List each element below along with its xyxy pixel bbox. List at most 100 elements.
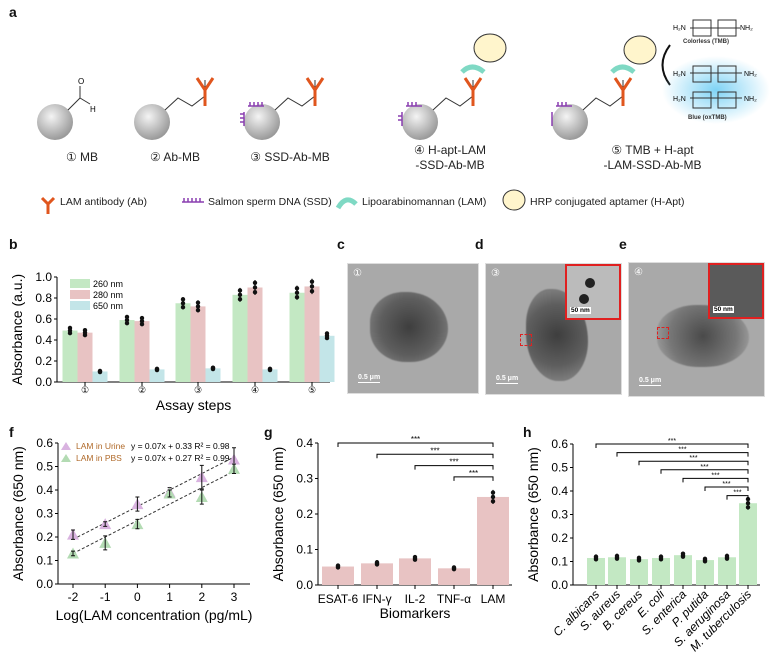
data-point <box>252 280 258 285</box>
data-point <box>636 555 642 561</box>
tem-step-e: ④ <box>634 267 643 278</box>
x-axis-label: Assay steps <box>156 397 231 413</box>
bar <box>92 371 108 382</box>
legend-label: LAM in PBS <box>76 453 122 463</box>
bar <box>438 568 470 585</box>
tem-inset-d: 50 nm <box>565 264 621 320</box>
data-point <box>252 290 258 295</box>
data-point <box>237 297 243 302</box>
bar <box>674 555 692 585</box>
panel-label-a: a <box>9 4 17 20</box>
svg-text:H₂N: H₂N <box>673 25 686 32</box>
data-point <box>724 553 730 559</box>
legend-label: 280 nm <box>93 290 123 300</box>
data-point <box>139 315 145 321</box>
chart-g: 0.0 0.1 0.2 0.3 0.4 Absorbance (650 nm) ESAT-6… <box>270 435 512 621</box>
bar <box>630 559 648 585</box>
data-point <box>702 556 708 562</box>
bar <box>205 368 221 382</box>
significance-bracket <box>595 443 749 448</box>
data-point <box>195 304 201 309</box>
y-tick-label: 0.5 <box>36 460 53 474</box>
significance-stars: *** <box>469 469 478 478</box>
bar <box>190 306 206 382</box>
data-point <box>374 560 380 565</box>
x-tick-label: -2 <box>68 590 79 604</box>
data-point <box>412 554 418 560</box>
bead-ab-mb <box>134 77 215 140</box>
significance-stars: *** <box>689 455 697 462</box>
panel-label-c: c <box>337 236 345 252</box>
y-tick-label: 0.0 <box>551 578 568 592</box>
y-tick-label: 1.0 <box>35 270 52 284</box>
y-tick-label: 0.3 <box>551 508 568 522</box>
legend-icons <box>40 189 526 214</box>
legend-swatch <box>70 279 90 288</box>
y-tick-label: 0.0 <box>36 577 53 591</box>
x-tick-label: ① <box>81 385 89 395</box>
x-tick-label: 1 <box>166 590 173 604</box>
data-point <box>593 554 599 559</box>
data-point <box>335 563 341 568</box>
significance-bracket <box>660 469 749 474</box>
x-tick-label: IFN-γ <box>362 592 391 606</box>
x-tick-label: -1 <box>100 590 111 604</box>
error-bar <box>71 550 75 557</box>
bar <box>587 557 605 585</box>
bar <box>652 557 670 585</box>
data-point <box>124 320 130 326</box>
bar <box>134 321 150 382</box>
bar <box>77 332 93 382</box>
y-axis-label: Absorbance (650 nm) <box>10 446 26 581</box>
legend-ssd: Salmon sperm DNA (SSD) <box>208 196 332 208</box>
data-point <box>490 494 496 500</box>
svg-text:NH₂: NH₂ <box>744 96 757 103</box>
x-tick-label: ③ <box>194 385 202 395</box>
tmb-colorless-label: Colorless (TMB) <box>683 39 730 45</box>
panel-label-g: g <box>264 424 273 440</box>
data-point <box>680 551 686 556</box>
bar <box>696 560 714 585</box>
tem-step-d: ③ <box>491 268 500 279</box>
y-tick-label: 0.4 <box>551 484 568 498</box>
svg-text:H: H <box>90 105 96 114</box>
y-tick-label: 0.2 <box>551 531 568 545</box>
y-tick-label: 0.6 <box>551 437 568 451</box>
y-tick-label: 0.4 <box>36 483 53 497</box>
bar <box>232 294 248 382</box>
data-point <box>490 499 496 504</box>
panel-label-h: h <box>523 424 532 440</box>
y-tick-label: 0.0 <box>35 375 52 389</box>
x-tick-label: TNF-α <box>437 592 471 606</box>
y-tick-label: 0.1 <box>551 555 568 569</box>
y-tick-label: 0.6 <box>35 312 52 326</box>
h-apt-icon <box>502 189 526 211</box>
y-tick-label: 0.2 <box>36 530 53 544</box>
legend-label: 650 nm <box>93 301 123 311</box>
bar <box>319 335 335 382</box>
data-point <box>294 286 300 291</box>
data-point <box>614 553 620 559</box>
bar <box>262 369 278 382</box>
bar <box>247 287 263 382</box>
legend-label: LAM in Urine <box>76 441 125 451</box>
fit-line <box>72 456 235 540</box>
error-bar <box>135 518 140 530</box>
tem-image-c: ① 0.5 μm <box>347 263 479 394</box>
data-point <box>139 321 145 327</box>
svg-text:NH₂: NH₂ <box>744 71 757 78</box>
error-bar <box>232 463 236 475</box>
data-point <box>97 368 103 374</box>
y-tick-label: 0.8 <box>35 291 52 305</box>
data-point <box>252 285 258 290</box>
panel-label-f: f <box>9 424 14 440</box>
panel-label-e: e <box>619 236 627 252</box>
tem-image-d: ③ 0.5 μm 50 nm <box>485 263 622 395</box>
significance-bracket <box>453 476 494 481</box>
legend-label: 260 nm <box>93 279 123 289</box>
fit-line <box>72 470 235 554</box>
x-tick-label: ④ <box>251 385 259 395</box>
significance-bracket <box>682 477 749 483</box>
